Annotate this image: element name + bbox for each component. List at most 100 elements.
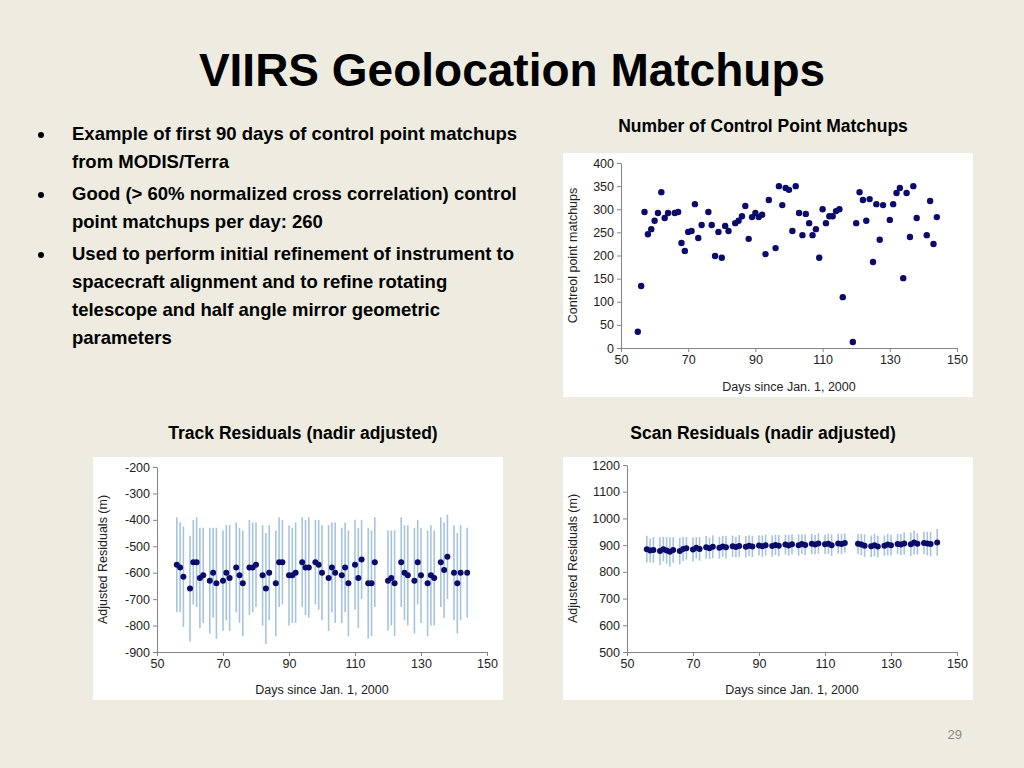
marks [644,529,940,566]
data-point [745,236,751,242]
x-tick-label: 90 [283,657,297,671]
data-point [675,209,681,215]
y-tick-mark [623,545,627,546]
y-tick-label: 250 [593,226,614,240]
y-tick-label: -300 [125,487,150,501]
data-point [438,559,444,565]
x-axis: 507090110130150 [151,652,498,671]
data-point [260,572,266,578]
x-tick-mark [759,652,760,656]
x-tick-label: 50 [615,353,629,367]
x-tick: 110 [346,652,366,671]
data-point [210,570,216,576]
data-point [930,241,936,247]
data-point [332,570,338,576]
data-point [431,575,437,581]
data-point [464,570,470,576]
data-point [345,580,351,586]
y-tick: 200 [593,249,621,263]
x-tick: 130 [880,348,901,367]
data-point [355,575,361,581]
x-tick-label: 130 [881,657,902,671]
data-point [749,543,755,549]
data-point [692,201,698,207]
data-point [200,572,206,578]
y-tick-mark [153,546,157,547]
data-point [719,255,725,261]
data-point [641,209,647,215]
x-tick: 70 [682,348,696,367]
y-tick-mark [623,492,627,493]
y-tick: -600 [125,566,157,580]
chart-title: Number of Control Point Matchups [618,116,908,136]
data-point [927,198,933,204]
y-tick: 400 [593,157,621,171]
x-tick: 90 [753,652,767,671]
data-point [901,541,907,547]
x-axis-line [158,652,488,653]
y-tick-mark [617,325,621,326]
data-point [863,218,869,224]
y-tick-mark [617,302,621,303]
y-tick-label: -200 [125,461,150,475]
data-point [651,218,657,224]
data-point [934,214,940,220]
data-point [697,546,703,552]
x-tick-mark [289,652,290,656]
slide-title: VIIRS Geolocation Matchups [199,44,825,96]
x-tick-label: 110 [816,657,836,671]
data-point [316,562,322,568]
data-point [890,201,896,207]
x-tick: 50 [151,652,165,671]
x-tick: 70 [687,652,701,671]
marks [635,183,940,345]
y-tick-mark [623,599,627,600]
y-tick: 1000 [592,512,627,526]
x-tick: 50 [615,348,629,367]
chart-panel [93,457,503,700]
data-point [710,544,716,550]
y-tick: -700 [125,593,157,607]
y-tick-label: 800 [599,565,620,579]
data-point [823,220,829,226]
y-axis: 500600700800900100011001200 [592,459,627,660]
x-tick-mark [755,348,756,352]
data-point [786,187,792,193]
data-point [299,559,305,565]
data-point [233,564,239,570]
data-point [870,259,876,265]
y-tick-label: -400 [125,513,150,527]
x-tick-mark [890,348,891,352]
y-tick: -400 [125,513,157,527]
y-tick: 700 [599,592,627,606]
data-point [819,206,825,212]
page-number: 29 [948,727,962,742]
y-tick-mark [153,467,157,468]
data-point [875,543,881,549]
data-point [698,222,704,228]
data-point [678,240,684,246]
y-tick: 50 [600,318,621,332]
data-point [263,586,269,592]
y-tick-mark [617,209,621,210]
y-tick: 600 [599,619,627,633]
data-point [759,212,765,218]
data-point [873,201,879,207]
y-axis-title: Adjusted Residuals (m) [566,494,580,623]
chart-panel [563,153,973,397]
data-point [809,232,815,238]
y-tick: 100 [593,295,621,309]
data-point [789,228,795,234]
y-tick: 900 [599,539,627,553]
data-point [736,543,742,549]
y-tick-mark [617,348,621,349]
y-tick-label: 1100 [593,485,620,499]
data-point [806,220,812,226]
data-point [682,248,688,254]
data-point [842,540,848,546]
x-tick-mark [157,652,158,656]
data-point [665,210,671,216]
data-point [779,202,785,208]
y-tick-mark [617,163,621,164]
data-point [444,554,450,560]
